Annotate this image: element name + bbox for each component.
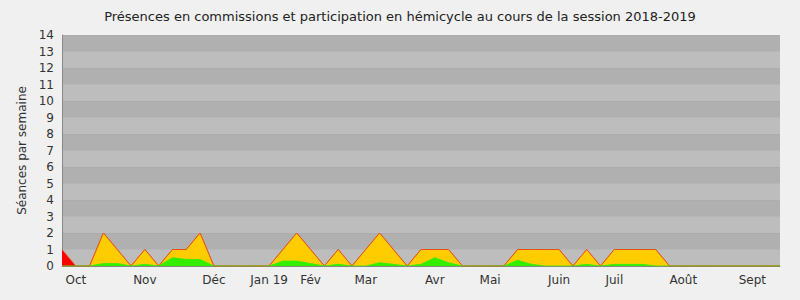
svg-text:1: 1 [46, 243, 54, 257]
svg-text:11: 11 [39, 78, 54, 92]
svg-text:8: 8 [46, 127, 54, 141]
svg-text:0: 0 [46, 259, 54, 273]
svg-text:Déc: Déc [202, 273, 225, 287]
svg-text:Mar: Mar [354, 273, 377, 287]
svg-text:Juin: Juin [547, 273, 570, 287]
svg-text:5: 5 [46, 177, 54, 191]
svg-text:Présences en commissions et pa: Présences en commissions et participatio… [104, 9, 696, 24]
svg-text:13: 13 [39, 45, 54, 59]
svg-text:Fév: Fév [300, 273, 321, 287]
svg-text:Nov: Nov [133, 273, 156, 287]
svg-text:Mai: Mai [480, 273, 501, 287]
svg-text:6: 6 [46, 160, 54, 174]
svg-text:3: 3 [46, 210, 54, 224]
svg-text:Sept: Sept [739, 273, 767, 287]
svg-text:7: 7 [46, 144, 54, 158]
svg-text:Août: Août [670, 273, 698, 287]
svg-text:12: 12 [39, 61, 54, 75]
svg-text:2: 2 [46, 226, 54, 240]
svg-text:9: 9 [46, 111, 54, 125]
svg-text:Juil: Juil [604, 273, 623, 287]
svg-text:4: 4 [46, 193, 54, 207]
svg-text:Avr: Avr [425, 273, 445, 287]
svg-text:Séances par semaine: Séances par semaine [15, 86, 29, 215]
svg-text:Oct: Oct [65, 273, 86, 287]
svg-text:14: 14 [39, 28, 54, 42]
svg-text:10: 10 [39, 94, 54, 108]
svg-text:Jan 19: Jan 19 [249, 273, 288, 287]
